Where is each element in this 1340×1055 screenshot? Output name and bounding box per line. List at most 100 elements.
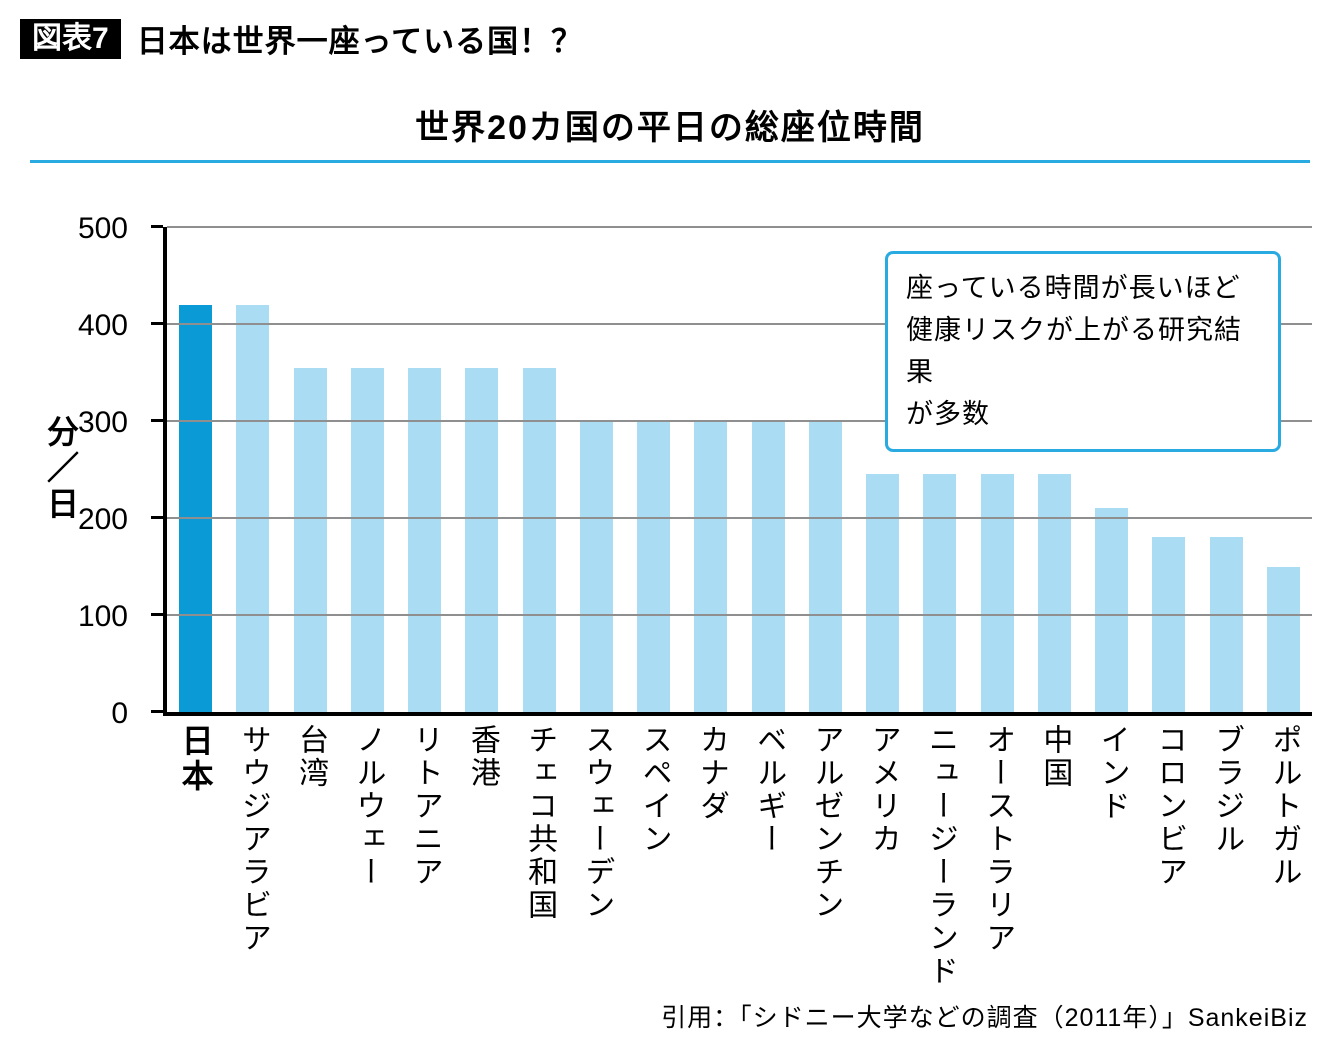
bar-slot (740, 227, 797, 712)
x-axis-label-スウェーデン: スウェーデン (580, 724, 614, 922)
bar-slot (453, 227, 510, 712)
x-label-slot: ノルウェー (339, 724, 396, 889)
gridline (167, 517, 1312, 519)
bar-slot (797, 227, 854, 712)
plot-area (151, 225, 1312, 716)
x-axis-label-サウジアラビア: サウジアラビア (236, 724, 270, 955)
x-label-slot: オーストラリア (969, 724, 1026, 955)
x-label-slot: カナダ (682, 724, 739, 823)
bar-ニュージーランド (923, 474, 957, 712)
bar-slot (1083, 227, 1140, 712)
y-axis-tick-label: 200 (77, 503, 128, 536)
bar-slot (339, 227, 396, 712)
bar-slot (854, 227, 911, 712)
x-axis-label-アメリカ: アメリカ (866, 724, 900, 856)
bar-香港 (465, 367, 499, 712)
bar-slot (1140, 227, 1197, 712)
bar-ブラジル (1209, 537, 1243, 712)
x-axis-label-チェコ共和国: チェコ共和国 (523, 724, 557, 922)
x-label-slot: ベルギー (740, 724, 797, 856)
x-label-slot: スペイン (625, 724, 682, 856)
annotation-callout: 座っている時間が長いほど 健康リスクが上がる研究結果 が多数 (885, 251, 1281, 453)
bar-カナダ (694, 421, 728, 712)
x-axis-label-日本: 日本 (177, 724, 214, 794)
x-label-slot: インド (1083, 724, 1140, 823)
y-axis-tick (151, 225, 163, 228)
x-axis-label-台湾: 台湾 (294, 724, 328, 790)
bar-slot (682, 227, 739, 712)
x-label-slot: スウェーデン (568, 724, 625, 922)
bar-日本 (179, 304, 213, 712)
bar-ノルウェー (350, 367, 384, 712)
x-label-slot: サウジアラビア (224, 724, 281, 955)
bar-slot (1255, 227, 1312, 712)
y-axis-tick (151, 516, 163, 519)
x-axis-label-リトアニア: リトアニア (408, 724, 442, 889)
bar-アルゼンチン (808, 421, 842, 712)
x-label-slot: コロンビア (1140, 724, 1197, 889)
y-axis-tick-label: 400 (77, 309, 128, 342)
x-label-slot: 台湾 (282, 724, 339, 790)
x-axis-label-ポルトガル: ポルトガル (1267, 724, 1301, 889)
source-citation: 引用：「シドニー大学などの調査（2011年）」SankeiBiz (661, 1004, 1308, 1032)
bar-slot (969, 227, 1026, 712)
x-label-slot: ポルトガル (1255, 724, 1312, 889)
bar-slot (396, 227, 453, 712)
figure-number-badge: 図表7 (20, 18, 121, 59)
bar-slot (568, 227, 625, 712)
x-label-slot: 日本 (167, 724, 224, 794)
bar-slot (1026, 227, 1083, 712)
bar-インド (1095, 508, 1129, 712)
figure-heading: 日本は世界一座っている国！？ (136, 24, 584, 59)
bar-ベルギー (751, 421, 785, 712)
bar-オーストラリア (980, 474, 1014, 712)
bar-コロンビア (1152, 537, 1186, 712)
annotation-line: 座っている時間が長いほど (906, 273, 1241, 303)
annotation-line: 健康リスクが上がる研究結果 (906, 314, 1242, 387)
figure-header: 図表7 日本は世界一座っている国！？ (20, 16, 583, 61)
y-axis-tick-labels: 0 100 200 300 400 500 (40, 214, 150, 729)
bar-チェコ共和国 (522, 367, 556, 712)
x-axis-label-アルゼンチン: アルゼンチン (809, 724, 843, 922)
x-label-slot: リトアニア (396, 724, 453, 889)
x-label-slot: チェコ共和国 (511, 724, 568, 922)
y-axis-tick (151, 710, 163, 713)
x-axis-label-スペイン: スペイン (637, 724, 671, 856)
bar-スペイン (637, 421, 671, 712)
y-axis-unit-label: 分／日 (43, 415, 79, 523)
y-axis-tick (151, 613, 163, 616)
title-divider-line (30, 160, 1310, 163)
x-axis-label-インド: インド (1095, 724, 1129, 823)
chart-title: 世界20カ国の平日の総座位時間 (415, 109, 925, 147)
x-axis-label-ニュージーランド: ニュージーランド (923, 724, 957, 988)
x-axis-label-ベルギー: ベルギー (752, 724, 786, 856)
x-label-slot: ブラジル (1198, 724, 1255, 856)
gridline (167, 226, 1312, 228)
bar-ポルトガル (1266, 566, 1300, 712)
x-axis-label-香港: 香港 (465, 724, 499, 790)
x-axis-label-中国: 中国 (1038, 724, 1072, 790)
bar-slot (911, 227, 968, 712)
x-label-slot: アメリカ (854, 724, 911, 856)
x-label-slot: ニュージーランド (911, 724, 968, 988)
bar-slot (1198, 227, 1255, 712)
annotation-line: が多数 (906, 398, 990, 429)
x-axis-label-オーストラリア: オーストラリア (981, 724, 1015, 955)
gridline (167, 614, 1312, 616)
x-axis-label-カナダ: カナダ (694, 724, 728, 823)
bar-slot (625, 227, 682, 712)
x-label-slot: 香港 (453, 724, 510, 790)
bar-スウェーデン (579, 421, 613, 712)
bar-slot (224, 227, 281, 712)
gridline (167, 323, 1312, 325)
y-axis-tick (151, 322, 163, 325)
bar-サウジアラビア (236, 304, 270, 712)
bar-アメリカ (866, 474, 900, 712)
y-axis-tick-label: 300 (77, 406, 128, 439)
bar-series (167, 227, 1312, 712)
x-axis-label-ブラジル: ブラジル (1210, 724, 1244, 856)
bar-リトアニア (408, 367, 442, 712)
x-label-slot: 中国 (1026, 724, 1083, 790)
y-axis-tick-label: 100 (77, 600, 128, 633)
y-axis-tick-label: 0 (111, 697, 128, 730)
